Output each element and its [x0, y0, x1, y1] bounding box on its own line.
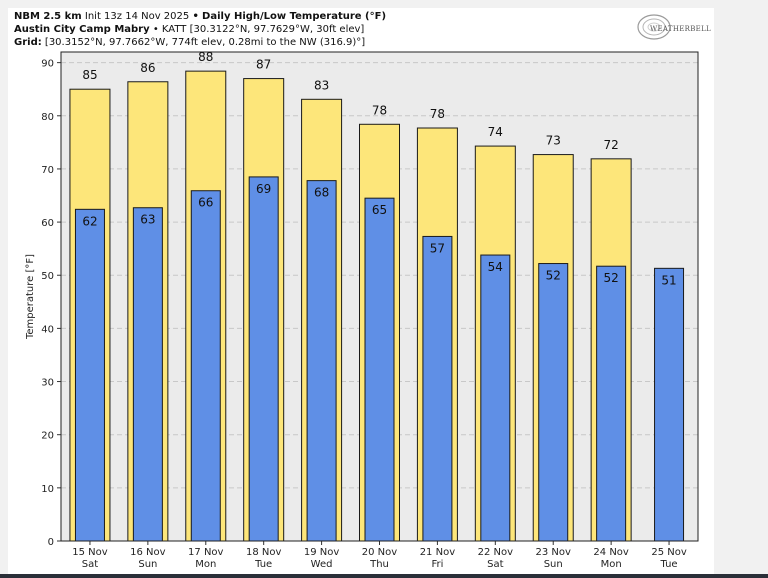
init-time: Init 13z 14 Nov 2025 — [84, 11, 190, 22]
low-bar — [132, 207, 163, 542]
x-tick-day: Thu — [369, 559, 389, 570]
low-bar — [422, 235, 453, 542]
low-bar — [538, 263, 569, 542]
header-line-3: Grid: [30.3152°N, 97.7662°W, 774ft elev,… — [14, 36, 386, 49]
low-label: 68 — [314, 186, 329, 200]
low-label: 66 — [198, 196, 213, 210]
y-tick-label: 0 — [48, 537, 54, 548]
low-bar — [364, 197, 395, 542]
low-bar — [248, 176, 279, 542]
y-tick-label: 60 — [41, 218, 54, 229]
high-label: 73 — [546, 134, 561, 148]
high-label: 88 — [198, 50, 213, 64]
logo-text: WEATHERBELL — [650, 25, 711, 33]
low-label: 65 — [372, 203, 387, 217]
x-tick-date: 20 Nov — [362, 547, 398, 558]
x-tick-date: 19 Nov — [304, 547, 340, 558]
plot-border — [60, 51, 699, 542]
header-separator: • — [192, 11, 199, 22]
station-name: Austin City Camp Mabry — [14, 24, 150, 35]
y-tick-label: 50 — [41, 271, 54, 282]
y-tick-label: 70 — [41, 165, 54, 176]
low-label: 62 — [82, 214, 97, 228]
x-tick-date: 24 Nov — [593, 547, 629, 558]
x-tick-day: Mon — [601, 559, 622, 570]
grid-info: [30.3152°N, 97.7662°W, 774ft elev, 0.28m… — [44, 37, 366, 48]
y-axis-label: Temperature [°F] — [25, 254, 36, 340]
x-tick-day: Fri — [431, 559, 443, 570]
high-label: 86 — [140, 61, 155, 75]
y-tick-label: 30 — [41, 378, 54, 389]
low-label: 52 — [603, 271, 618, 285]
header-line-1: NBM 2.5 km Init 13z 14 Nov 2025 • Daily … — [14, 10, 386, 23]
x-tick-day: Sun — [544, 559, 563, 570]
low-bar — [306, 180, 337, 542]
x-tick-day: Sun — [138, 559, 157, 570]
low-label: 69 — [256, 182, 271, 196]
x-tick-date: 23 Nov — [536, 547, 572, 558]
high-label: 87 — [256, 58, 271, 72]
x-tick-day: Tue — [659, 559, 677, 570]
grid-label: Grid: — [14, 37, 42, 48]
x-tick-day: Tue — [254, 559, 272, 570]
header-line-2: Austin City Camp Mabry • KATT [30.3122°N… — [14, 23, 386, 36]
y-tick-label: 20 — [41, 431, 54, 442]
x-tick-day: Mon — [195, 559, 216, 570]
x-tick-day: Wed — [311, 559, 333, 570]
station-info: KATT [30.3122°N, 97.7629°W, 30ft elev] — [161, 24, 365, 35]
x-tick-date: 16 Nov — [130, 547, 166, 558]
low-label: 51 — [661, 273, 676, 287]
chart-header: NBM 2.5 km Init 13z 14 Nov 2025 • Daily … — [14, 10, 386, 49]
low-bar — [480, 254, 511, 542]
x-tick-date: 21 Nov — [420, 547, 456, 558]
y-tick-label: 40 — [41, 324, 54, 335]
x-tick-day: Sat — [82, 559, 98, 570]
bottom-strip — [0, 574, 768, 578]
x-tick-date: 17 Nov — [188, 547, 224, 558]
x-tick-date: 18 Nov — [246, 547, 282, 558]
low-bar — [596, 265, 627, 542]
x-tick-date: 15 Nov — [72, 547, 108, 558]
x-tick-day: Sat — [487, 559, 503, 570]
high-label: 78 — [430, 107, 445, 121]
high-label: 85 — [82, 68, 97, 82]
high-label: 83 — [314, 78, 329, 92]
high-label: 78 — [372, 103, 387, 117]
product-title: Daily High/Low Temperature (°F) — [202, 11, 387, 22]
weatherbell-logo-icon — [637, 14, 671, 40]
low-label: 63 — [140, 213, 155, 227]
model-name: NBM 2.5 km — [14, 11, 82, 22]
low-bar — [654, 267, 685, 542]
low-bar — [190, 190, 221, 542]
x-tick-date: 22 Nov — [478, 547, 514, 558]
x-tick-date: 25 Nov — [651, 547, 687, 558]
low-label: 52 — [546, 269, 561, 283]
low-label: 54 — [488, 260, 503, 274]
y-tick-label: 80 — [41, 112, 54, 123]
low-bar — [74, 208, 105, 542]
low-label: 57 — [430, 241, 445, 255]
header-separator: • — [152, 24, 159, 35]
high-label: 74 — [488, 125, 503, 139]
high-label: 72 — [603, 138, 618, 152]
y-tick-label: 90 — [41, 59, 54, 70]
y-tick-label: 10 — [41, 484, 54, 495]
